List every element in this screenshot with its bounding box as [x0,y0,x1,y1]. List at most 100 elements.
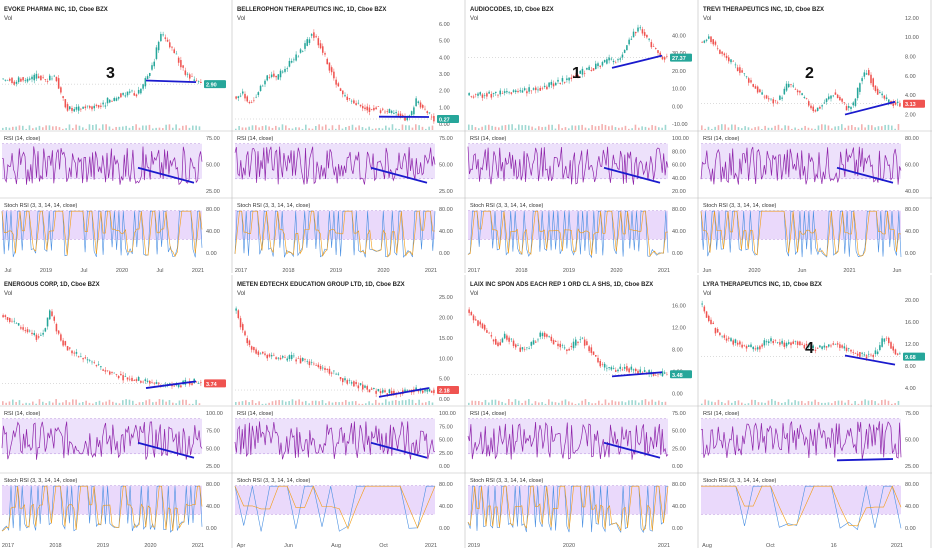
volume-bar [641,126,643,130]
volume-bar [525,125,527,130]
candle-body [431,117,433,118]
stoch-label: Stoch RSI (3, 3, 14, 14, close) [237,203,311,209]
candle-body [326,59,328,64]
candle-body [710,320,712,324]
candle-body [180,60,182,67]
rsi-tick-label: 100.00 [672,136,689,142]
volume-bar [352,125,354,130]
volume-bar [105,402,107,405]
stoch-tick-label: 80.00 [672,482,686,488]
volume-bar [185,125,187,130]
candle-body [278,74,280,79]
candle-body [566,78,568,80]
price-tick-label: 6.00 [905,74,916,80]
candle-body [373,108,375,110]
candle-body [355,103,357,105]
candle-body [781,98,783,99]
candle-body [58,78,60,88]
candle-body [617,59,619,60]
price-tick-label: 0.00 [672,104,683,110]
candle-body [238,310,240,318]
volume-bar [275,400,277,405]
candle-body [127,92,129,96]
candle-body [242,324,244,330]
candle-body [748,345,750,346]
volume-bar [19,125,21,130]
candle-body [138,90,140,94]
candle-body [358,103,360,104]
candle-body [156,47,158,59]
volume-bar [52,403,54,405]
chart-panel-3: AUDIOCODES, 1D, Cboe BZXVol40.0030.0020.… [466,0,699,274]
candle-body [599,66,601,67]
volume-bar [179,401,181,405]
volume-bar [265,404,267,405]
candle-body [732,340,734,344]
volume-bar [768,401,770,405]
volume-bar [402,400,404,405]
rsi-label: RSI (14, close) [4,136,41,142]
volume-bar [425,402,427,405]
volume-bar [711,129,713,130]
volume-bar [65,400,67,405]
candle-body [122,93,124,95]
volume-bar [571,125,573,130]
volume-bar [804,126,806,130]
candle-body [888,338,890,343]
candle-body [804,97,806,98]
candle-body [286,68,288,69]
volume-bar [9,401,11,405]
volume-bar [298,127,300,130]
candle-body [169,42,171,47]
candle-body [426,111,428,113]
volume-bar [751,129,753,130]
price-tick-label: 0.00 [439,397,450,403]
candle-body [113,373,115,374]
chart-panel-1: EVOKE PHARMA INC, 1D, Cboe BZXVol2.903RS… [0,0,233,274]
candle-body [879,92,881,93]
candle-body [779,342,781,344]
volume-bar [315,126,317,130]
candle-body [835,92,837,94]
volume-bar [724,124,726,130]
candle-body [145,78,147,86]
volume-bar [645,399,647,405]
candle-body [759,346,761,349]
volume-bar [169,124,171,130]
volume-bar [608,403,610,405]
rsi-tick-label: 50.00 [206,163,220,169]
volume-bar [615,127,617,130]
price-tick-label: 5.00 [439,39,450,45]
volume-bar [392,401,394,405]
annotation-number: 4 [805,340,814,357]
volume-bar [864,399,866,405]
candle-body [382,109,384,110]
x-tick-label: 2021 [425,268,437,274]
x-tick-label: Aug [331,543,341,549]
candle-body [338,83,340,86]
candle-body [96,365,98,366]
volume-bar [828,125,830,130]
volume-bar [22,404,24,405]
rsi-label: RSI (14, close) [703,411,740,417]
candle-body [801,344,803,345]
volume-bar [565,127,567,130]
volume-bar [868,401,870,405]
volume-bar [868,125,870,130]
candle-body [91,362,93,363]
volume-bar [798,401,800,405]
volume-bar [358,125,360,130]
rsi-label: RSI (14, close) [470,411,507,417]
volume-bar [758,126,760,130]
volume-bar [581,125,583,130]
candle-body [2,79,4,80]
candle-body [320,43,322,48]
stoch-tick-label: 0.00 [439,526,450,532]
candle-body [586,68,588,70]
candle-body [253,347,255,350]
candle-body [380,110,382,113]
volume-bar [888,401,890,405]
volume-bar [828,402,830,405]
volume-bar [122,400,124,405]
volume-bar [422,403,424,405]
